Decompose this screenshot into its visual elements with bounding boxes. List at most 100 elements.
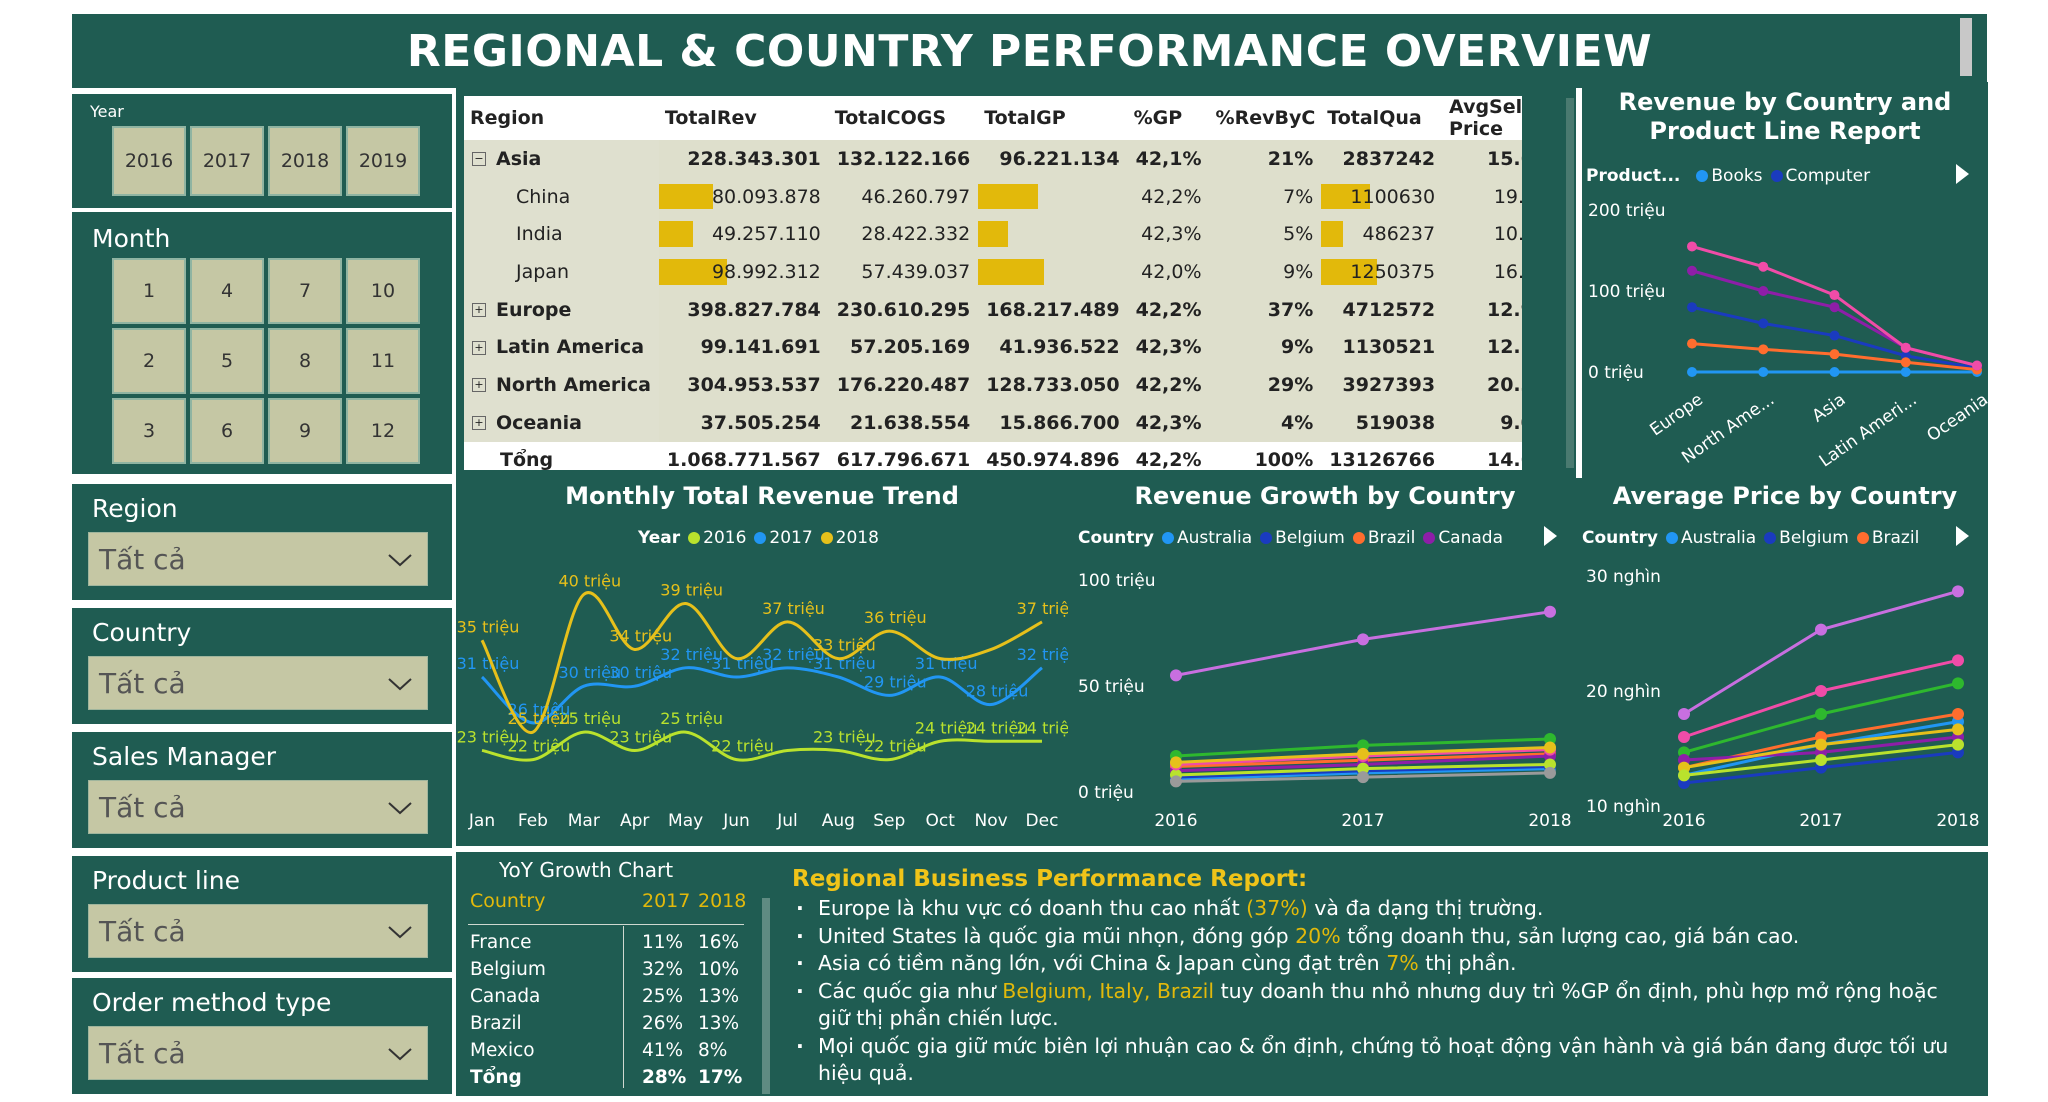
data-point — [1829, 367, 1840, 377]
x-tick-label: Sep — [873, 811, 905, 831]
matrix-header[interactable]: Region — [470, 107, 545, 129]
year-tile[interactable]: 2017 — [190, 126, 264, 196]
matrix-header[interactable]: TotalQua — [1327, 107, 1422, 129]
matrix-header[interactable]: TotalGP — [984, 107, 1066, 129]
data-point — [1829, 349, 1840, 360]
matrix-cell: 37% — [1209, 290, 1322, 329]
expand-icon[interactable]: + — [472, 378, 486, 393]
collapse-icon[interactable]: − — [472, 152, 486, 167]
country-dropdown-value: Tất cả — [99, 666, 186, 700]
yoy-cell: 41% — [642, 1040, 684, 1061]
data-bar — [978, 259, 1044, 285]
matrix-value: 42,3% — [1141, 223, 1202, 246]
data-point — [1972, 360, 1982, 371]
matrix-cell: 42,2% — [1127, 177, 1210, 216]
matrix-header[interactable]: TotalRev — [664, 107, 757, 129]
data-bar — [978, 221, 1009, 248]
matrix-value: 4% — [1281, 411, 1314, 434]
month-tile[interactable]: 5 — [190, 328, 264, 394]
matrix-value: 28.422.332 — [861, 223, 971, 246]
matrix-cell: 42,3% — [1127, 403, 1210, 442]
data-label: 22 triệu — [711, 737, 774, 756]
yoy-scrollbar[interactable] — [762, 898, 770, 1094]
report-item: Các quốc gia như Belgium, Italy, Brazil … — [790, 978, 1960, 1033]
month-slicer: Month 1 4 7 10 2 5 8 11 3 6 9 12 — [72, 212, 452, 474]
report-highlight: Belgium, Italy, Brazil — [1002, 978, 1215, 1003]
page-scrollbar[interactable] — [1960, 18, 1972, 76]
month-tile[interactable]: 12 — [346, 398, 420, 464]
matrix-row-label: + Latin America — [464, 328, 659, 367]
month-tile[interactable]: 7 — [268, 258, 342, 324]
region-name: Latin America — [496, 336, 645, 359]
expand-icon[interactable]: + — [472, 303, 486, 318]
data-point — [1815, 754, 1827, 766]
month-tile[interactable]: 8 — [268, 328, 342, 394]
yoy-cell: 26% — [642, 1013, 684, 1034]
series-line — [480, 666, 1043, 725]
expand-icon[interactable]: + — [472, 416, 486, 431]
region-dropdown[interactable]: Tất cả — [88, 532, 428, 586]
month-tile[interactable]: 6 — [190, 398, 264, 464]
country-dropdown[interactable]: Tất cả — [88, 656, 428, 710]
y-tick-label: 20 nghìn — [1586, 682, 1661, 702]
legend-next-icon[interactable] — [1956, 164, 1969, 184]
month-tile[interactable]: 4 — [190, 258, 264, 324]
matrix-value: 486237 — [1362, 223, 1436, 246]
month-tile[interactable]: 1 — [112, 258, 186, 324]
month-tile[interactable]: 3 — [112, 398, 186, 464]
matrix-cell: 57.439.037 — [828, 253, 979, 291]
data-label: 32 triệu — [1017, 645, 1068, 664]
data-point — [1544, 758, 1556, 771]
month-tile[interactable]: 10 — [346, 258, 420, 324]
revenue-growth-chart: 100 triệu 50 triệu 0 triệu 2016 2017 2018 — [1078, 571, 1572, 831]
year-slicer: Year 2016 2017 2018 2019 — [72, 94, 452, 208]
yoy-cell: 10% — [698, 959, 740, 980]
matrix-value: 230.610.295 — [836, 298, 971, 321]
sales-manager-dropdown-value: Tất cả — [99, 790, 186, 824]
y-tick-label: 100 triệu — [1078, 571, 1155, 591]
matrix-value: 168.217.489 — [986, 298, 1120, 321]
report-highlight: 7% — [1386, 951, 1419, 975]
matrix-cell: 486237 — [1321, 215, 1444, 254]
x-tick-label: 2017 — [1799, 811, 1842, 831]
data-point — [1678, 731, 1690, 743]
matrix-scrollbar[interactable] — [1566, 98, 1574, 468]
matrix-header[interactable]: %RevByC — [1215, 107, 1316, 129]
y-tick-label: 50 triệu — [1078, 677, 1145, 697]
legend-next-icon[interactable] — [1956, 526, 1969, 546]
data-point — [1952, 585, 1964, 598]
chevron-down-icon — [388, 926, 412, 939]
sales-manager-dropdown[interactable]: Tất cả — [88, 780, 428, 834]
matrix-value: 99.141.691 — [700, 336, 821, 359]
data-point — [1815, 708, 1827, 720]
report-text: thị phần. — [1418, 951, 1517, 975]
order-method-dropdown[interactable]: Tất cả — [88, 1026, 428, 1080]
expand-icon[interactable]: + — [472, 340, 486, 355]
chart-legend: Country Australia Belgium Brazil Canada — [1078, 528, 1503, 548]
report-title: Regional Business Performance Report: — [792, 866, 1308, 892]
month-tile[interactable]: 11 — [346, 328, 420, 394]
month-tile[interactable]: 2 — [112, 328, 186, 394]
report-list: Europe là khu vực có doanh thu cao nhất … — [790, 895, 1960, 1088]
matrix-header[interactable]: AvgSelling Price — [1449, 96, 1522, 140]
matrix-cell: 132.122.166 — [828, 140, 979, 178]
matrix-header[interactable]: TotalCOGS — [834, 107, 947, 129]
matrix-cell: 99.141.691 — [658, 328, 829, 367]
data-point — [1900, 367, 1911, 377]
product-line-dropdown[interactable]: Tất cả — [88, 904, 428, 958]
matrix-cell: 21.638.554 — [828, 403, 979, 442]
year-tile[interactable]: 2018 — [268, 126, 342, 196]
matrix-header[interactable]: %GP — [1133, 107, 1183, 129]
yoy-cell: 11% — [642, 932, 684, 953]
x-tick-label: Oceania — [1923, 390, 1988, 446]
legend-next-icon[interactable] — [1544, 526, 1557, 546]
matrix-cell: 42,3% — [1127, 215, 1210, 254]
data-bar — [658, 259, 727, 285]
x-tick-label: Mar — [568, 811, 600, 831]
year-tile[interactable]: 2016 — [112, 126, 186, 196]
year-tile[interactable]: 2019 — [346, 126, 420, 196]
matrix-cell: 4% — [1209, 403, 1322, 442]
month-tile[interactable]: 9 — [268, 398, 342, 464]
